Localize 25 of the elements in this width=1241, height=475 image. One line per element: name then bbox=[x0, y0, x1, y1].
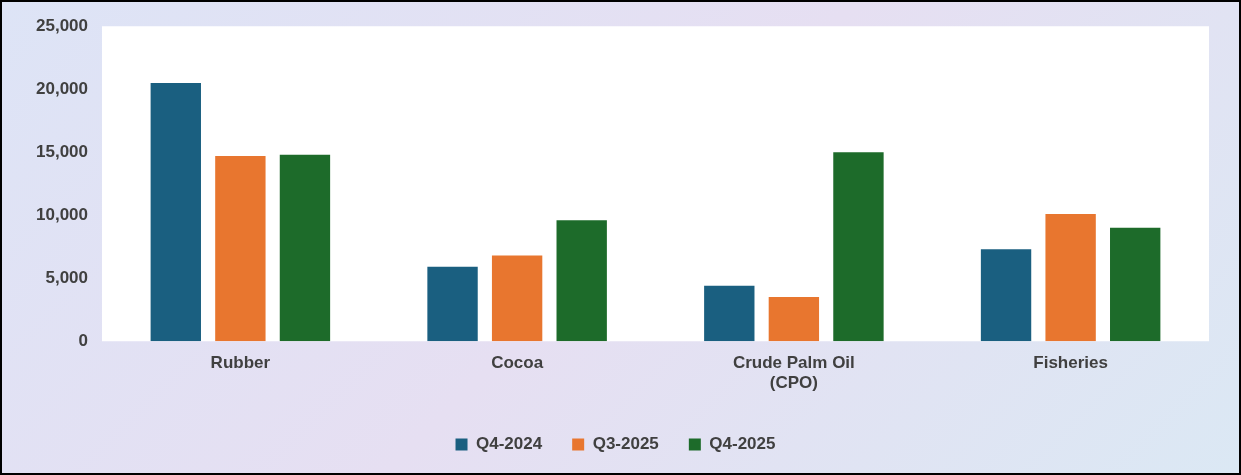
y-tick-label: 0 bbox=[78, 330, 88, 350]
legend-label: Q4-2025 bbox=[709, 434, 776, 454]
legend-label: Q3-2025 bbox=[592, 434, 659, 454]
bar bbox=[980, 249, 1032, 342]
bar bbox=[279, 154, 331, 342]
bar bbox=[704, 285, 755, 342]
bar bbox=[491, 255, 543, 342]
x-tick-label: Fisheries bbox=[1033, 353, 1108, 373]
bar bbox=[150, 82, 201, 342]
y-tick-label: 20,000 bbox=[36, 78, 88, 98]
y-tick-label: 10,000 bbox=[36, 204, 88, 224]
bar bbox=[1045, 213, 1096, 342]
bar bbox=[833, 152, 884, 342]
x-tick-label: Crude Palm Oil (CPO) bbox=[732, 353, 855, 393]
bar bbox=[768, 297, 820, 342]
bar bbox=[215, 155, 266, 342]
y-tick-label: 5,000 bbox=[45, 267, 88, 287]
x-tick-label: Cocoa bbox=[491, 353, 544, 373]
y-tick-label: 15,000 bbox=[36, 141, 88, 161]
bar bbox=[1110, 227, 1161, 342]
legend-label: Q4-2024 bbox=[476, 434, 543, 454]
x-tick-label: Rubber bbox=[210, 353, 271, 373]
bar bbox=[427, 266, 478, 342]
y-tick-label: 25,000 bbox=[36, 15, 88, 35]
bar bbox=[556, 220, 607, 342]
